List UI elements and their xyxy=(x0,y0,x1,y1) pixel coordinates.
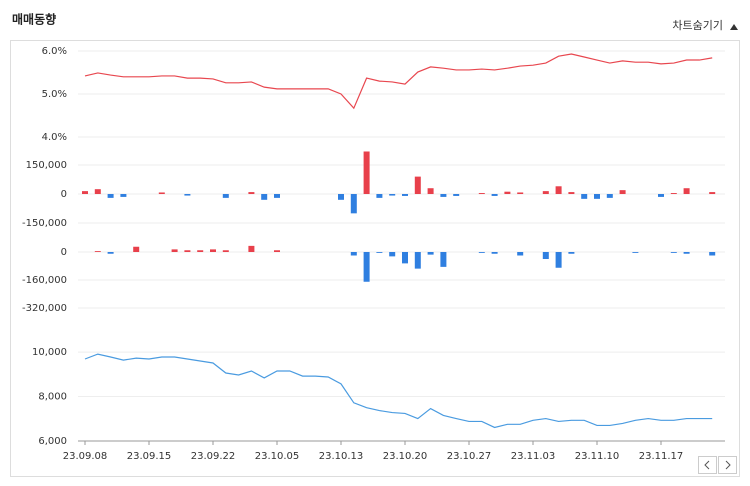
y-tick-label: 0 xyxy=(61,247,67,258)
bar xyxy=(389,194,396,196)
bar xyxy=(222,250,229,252)
page-title: 매매동향 xyxy=(12,12,56,27)
y-tick-label: 150,000 xyxy=(26,160,67,171)
bar xyxy=(478,252,485,253)
bar xyxy=(453,194,460,196)
bar xyxy=(414,252,421,269)
bar xyxy=(670,193,677,195)
y-tick-label: 0 xyxy=(61,189,67,200)
x-tick-label: 23.11.10 xyxy=(575,451,620,462)
prev-box[interactable] xyxy=(698,456,717,474)
bar xyxy=(427,252,434,255)
x-tick-label: 23.09.08 xyxy=(63,451,108,462)
x-tick-label: 23.10.27 xyxy=(447,451,492,462)
y-tick-label: 5.0% xyxy=(42,89,67,100)
x-tick-label: 23.09.22 xyxy=(191,451,236,462)
bar xyxy=(504,191,511,195)
x-tick-label: 23.10.20 xyxy=(383,451,428,462)
bar xyxy=(568,192,575,195)
bar xyxy=(440,252,447,267)
bar xyxy=(248,245,255,252)
toggle-label[interactable]: 차트숨기기 xyxy=(672,19,723,32)
bar xyxy=(517,252,524,256)
next-icon[interactable] xyxy=(725,460,731,470)
toggle-icon[interactable] xyxy=(730,24,738,30)
bar xyxy=(568,252,575,254)
bar xyxy=(261,194,268,200)
bar xyxy=(107,194,114,198)
bar xyxy=(107,252,114,254)
bar xyxy=(210,249,216,252)
bar xyxy=(184,250,191,252)
bar xyxy=(350,252,357,256)
bar xyxy=(248,192,255,195)
bar xyxy=(274,250,280,252)
x-tick-label: 23.10.13 xyxy=(319,451,364,462)
chart-frame xyxy=(10,40,740,477)
x-tick-label: 23.10.05 xyxy=(255,451,300,462)
bar xyxy=(683,252,690,254)
prev-icon[interactable] xyxy=(704,460,710,470)
x-tick-label: 23.11.03 xyxy=(511,451,556,462)
bar xyxy=(581,194,588,199)
bar xyxy=(670,252,677,253)
bar xyxy=(363,252,370,282)
x-tick-label: 23.09.15 xyxy=(127,451,172,462)
bar xyxy=(197,250,204,252)
y-tick-label: -320,000 xyxy=(22,303,67,314)
bar xyxy=(632,252,639,253)
bar xyxy=(133,246,140,252)
line xyxy=(84,353,713,429)
next-box[interactable] xyxy=(718,456,737,474)
bar xyxy=(619,190,626,195)
bar xyxy=(389,252,396,257)
y-tick-label: 4.0% xyxy=(42,132,67,143)
bar xyxy=(402,252,408,264)
bar xyxy=(376,194,383,198)
bar xyxy=(709,252,716,256)
y-tick-label: 8,000 xyxy=(38,392,67,403)
bar xyxy=(120,194,127,197)
bar xyxy=(440,194,447,197)
bar xyxy=(542,252,549,259)
bar xyxy=(222,194,229,198)
bar xyxy=(171,249,178,252)
bar xyxy=(184,194,191,196)
y-tick-label: -150,000 xyxy=(22,218,67,229)
bar xyxy=(594,194,600,199)
bar xyxy=(350,194,357,214)
bar xyxy=(376,252,383,253)
prev-button[interactable] xyxy=(698,456,717,474)
toggle-button[interactable]: 차트숨기기 xyxy=(672,19,738,32)
bar xyxy=(606,194,613,198)
next-button[interactable] xyxy=(718,456,737,474)
bar xyxy=(542,191,549,195)
y-tick-label: -160,000 xyxy=(22,275,67,286)
bar xyxy=(658,194,664,197)
bar xyxy=(158,192,165,195)
bar xyxy=(94,189,101,195)
bar xyxy=(491,194,498,196)
bar xyxy=(491,252,498,254)
y-tick-label: 6,000 xyxy=(38,436,67,447)
bar xyxy=(555,186,562,195)
x-tick-label: 23.11.17 xyxy=(639,451,684,462)
line xyxy=(84,53,713,110)
bar xyxy=(82,191,88,195)
y-tick-label: 6.0% xyxy=(42,46,67,57)
bar xyxy=(427,188,434,195)
bar xyxy=(402,194,408,196)
bar xyxy=(709,192,716,195)
y-tick-label: 10,000 xyxy=(32,347,67,358)
bar xyxy=(517,192,524,195)
bar xyxy=(414,176,421,195)
bar xyxy=(338,194,344,200)
bar xyxy=(363,151,370,195)
bar xyxy=(478,193,485,195)
bar xyxy=(94,251,101,252)
bar xyxy=(683,188,690,195)
bar xyxy=(274,194,280,198)
bar xyxy=(555,252,562,268)
